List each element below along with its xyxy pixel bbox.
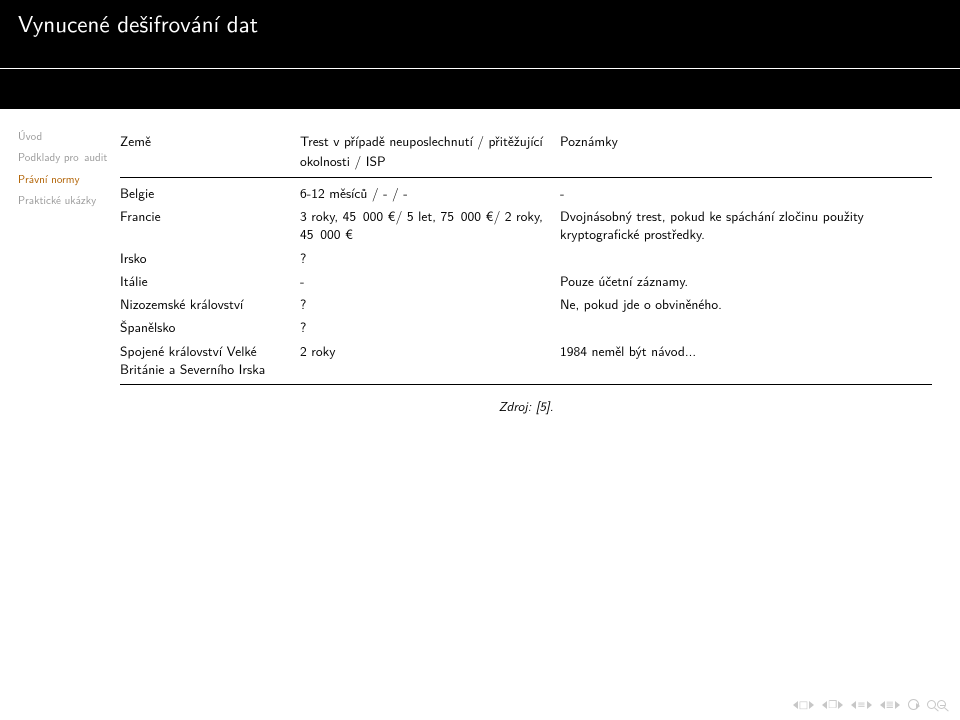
table-row: Spojené království Velké Británie a Seve… <box>120 339 932 384</box>
next-frame-icon <box>838 701 843 709</box>
cell-country: Belgie <box>120 178 300 205</box>
table-row: Nizozemské království ? Ne, pokud jde o … <box>120 293 932 316</box>
prev-slide-icon <box>793 701 798 709</box>
table-row: Španělsko ? <box>120 316 932 339</box>
next-section-icon <box>895 701 900 709</box>
cell-country: Nizozemské království <box>120 293 300 316</box>
cell-penalty: 6-12 měsíců / - / - <box>300 178 560 205</box>
th-country: Země <box>120 127 300 178</box>
cell-notes: Dvojnásobný trest, pokud ke spáchání zlo… <box>560 205 932 246</box>
cell-country: Španělsko <box>120 316 300 339</box>
penalties-table: Země Trest v případě neuposlechnutí / př… <box>120 127 932 385</box>
sidebar-item-podklady[interactable]: Podklady pro audit <box>18 150 108 165</box>
cell-notes: Ne, pokud jde o obviněného. <box>560 293 932 316</box>
th-penalty: Trest v případě neuposlechnutí / přitěžu… <box>300 127 560 178</box>
slide-title: Vynucené dešifrování dat <box>18 6 942 40</box>
prev-subsection-icon <box>851 701 856 709</box>
cell-country: Irsko <box>120 246 300 269</box>
cell-penalty: ? <box>300 293 560 316</box>
subtitle-band <box>0 69 960 109</box>
undo-icon[interactable] <box>908 699 919 710</box>
table-row: Belgie 6-12 měsíců / - / - - <box>120 178 932 205</box>
cell-penalty: - <box>300 269 560 292</box>
beamer-nav-bar: □ ❐ ≡ ≣ <box>793 697 946 712</box>
table-row: Irsko ? <box>120 246 932 269</box>
table-row: Francie 3 roky, 45 000 €/ 5 let, 75 000 … <box>120 205 932 246</box>
sidebar-item-uvod[interactable]: Úvod <box>18 129 108 144</box>
cell-notes <box>560 316 932 339</box>
nav-section-group[interactable]: ≣ <box>880 697 900 712</box>
next-slide-icon <box>809 701 814 709</box>
source-citation: Zdroj: [5]. <box>120 397 932 416</box>
subsection-icon: ≡ <box>857 697 865 712</box>
title-band: Vynucené dešifrování dat <box>0 0 960 68</box>
cell-country: Spojené království Velké Británie a Seve… <box>120 339 300 384</box>
cell-country: Francie <box>120 205 300 246</box>
content-area: Úvod Podklady pro audit Právní normy Pra… <box>0 109 960 416</box>
next-subsection-icon <box>867 701 872 709</box>
sidebar-item-pravni[interactable]: Právní normy <box>18 172 108 187</box>
sidebar-nav: Úvod Podklady pro audit Právní normy Pra… <box>18 127 108 416</box>
section-icon: ≣ <box>886 697 894 712</box>
prev-frame-icon <box>822 701 827 709</box>
nav-subsection-group[interactable]: ≡ <box>851 697 871 712</box>
cell-country: Itálie <box>120 269 300 292</box>
cell-penalty: ? <box>300 316 560 339</box>
nav-slide-group[interactable]: □ <box>793 697 814 712</box>
sidebar-item-prakticke[interactable]: Praktické ukázky <box>18 193 108 208</box>
slide-icon: □ <box>799 697 808 712</box>
cell-notes: - <box>560 178 932 205</box>
frame-icon: ❐ <box>828 697 837 712</box>
cell-notes <box>560 246 932 269</box>
cell-penalty: ? <box>300 246 560 269</box>
cell-penalty: 3 roky, 45 000 €/ 5 let, 75 000 €/ 2 rok… <box>300 205 560 246</box>
zoom-out-icon <box>937 700 946 709</box>
th-notes: Poznámky <box>560 127 932 178</box>
zoom-in-icon <box>927 700 936 709</box>
table-row: Itálie - Pouze účetní záznamy. <box>120 269 932 292</box>
cell-penalty: 2 roky <box>300 339 560 384</box>
cell-notes: 1984 neměl být návod... <box>560 339 932 384</box>
cell-notes: Pouze účetní záznamy. <box>560 269 932 292</box>
prev-section-icon <box>880 701 885 709</box>
nav-frame-group[interactable]: ❐ <box>822 697 843 712</box>
main-panel: Země Trest v případě neuposlechnutí / př… <box>108 127 932 416</box>
nav-zoom-group[interactable] <box>927 700 946 709</box>
